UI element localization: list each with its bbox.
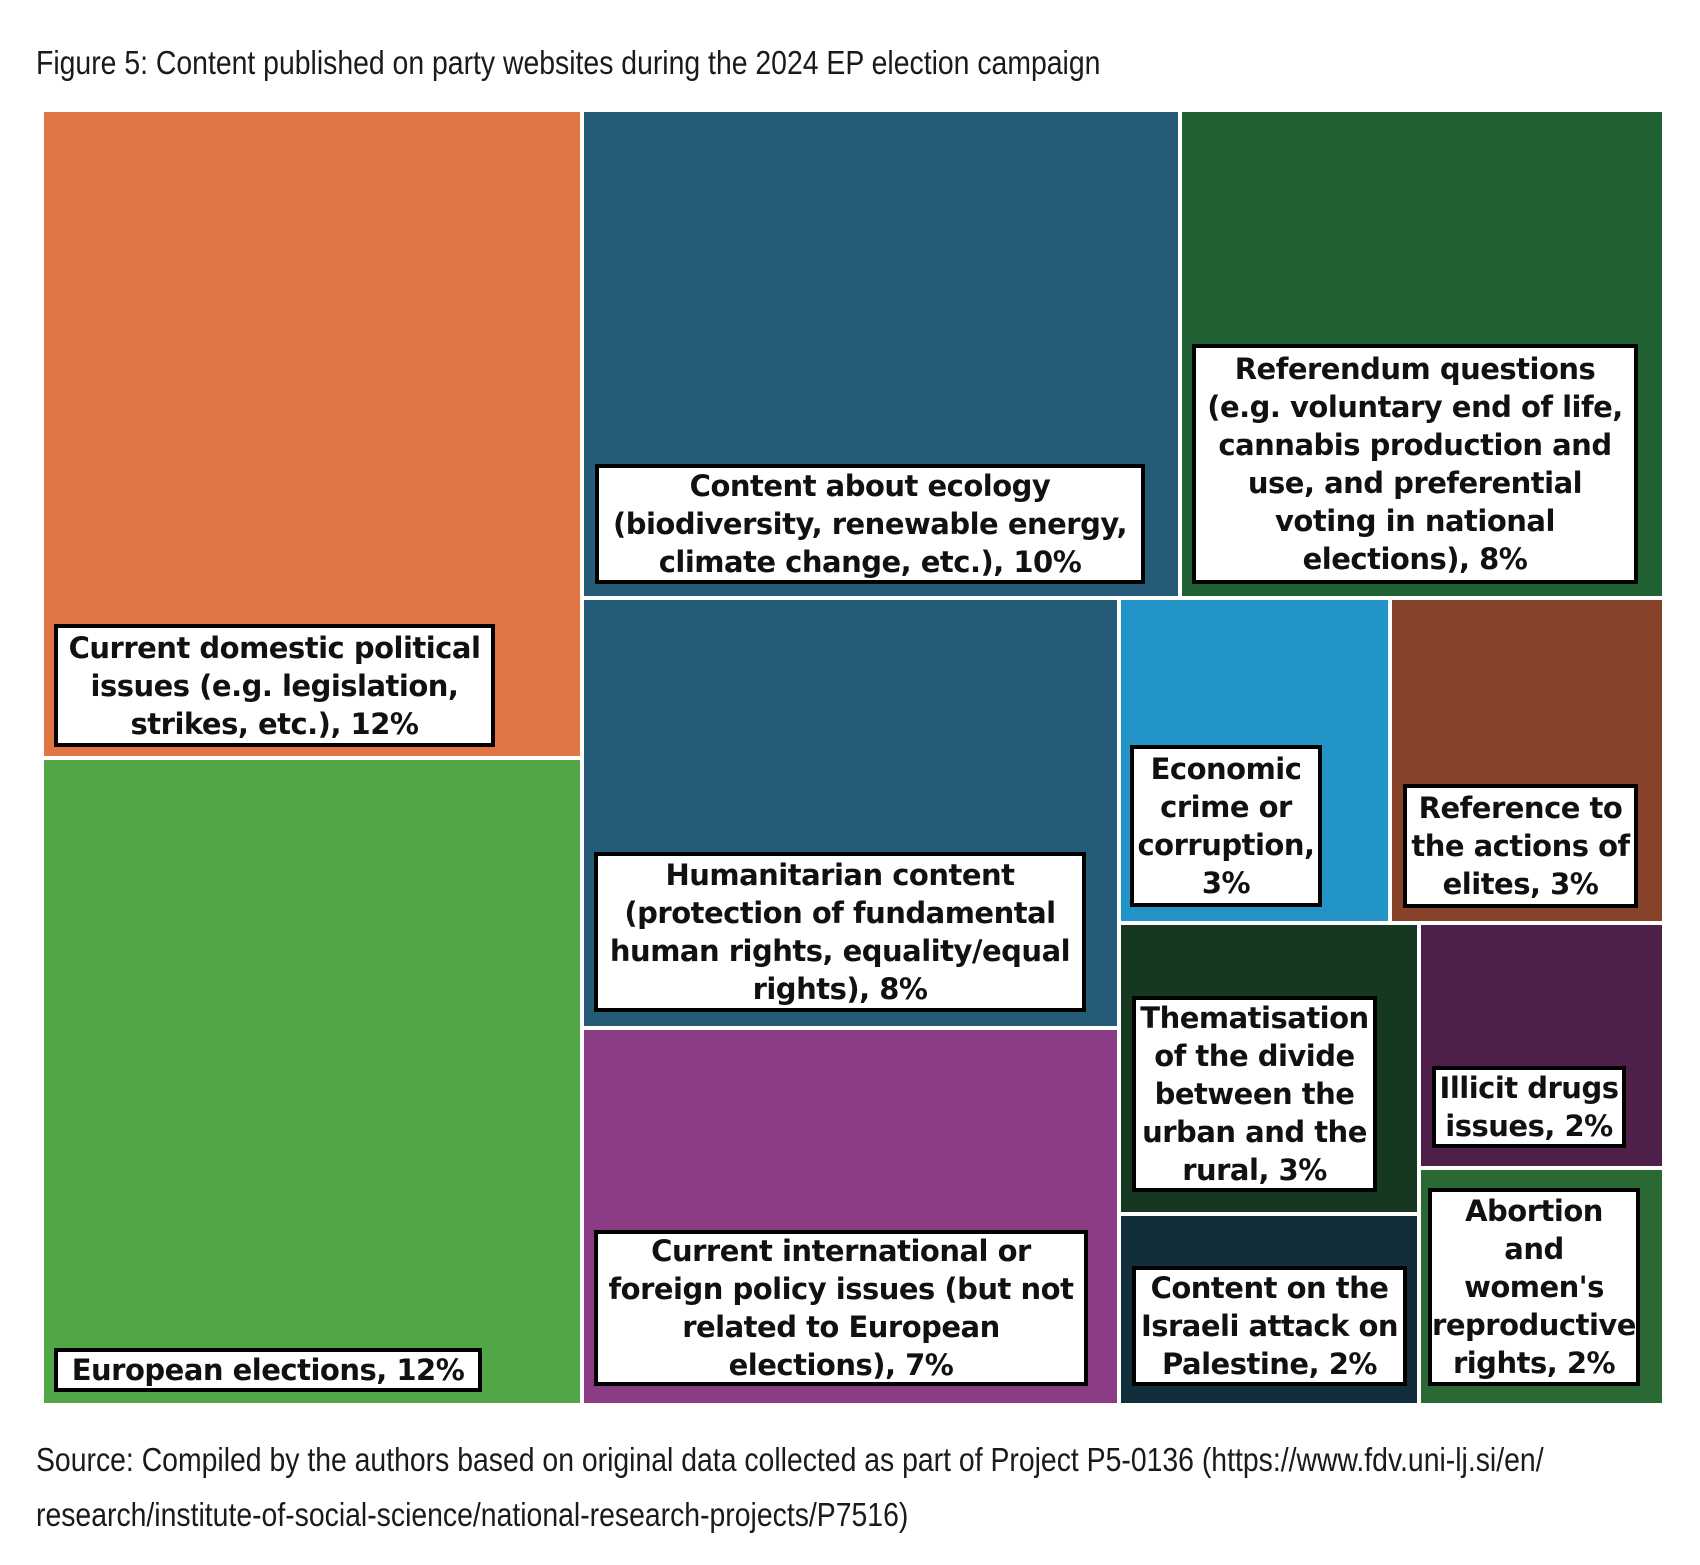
figure-title: Figure 5: Content published on party web…: [36, 44, 1101, 81]
label-elites: Reference to the actions of elites, 3%: [1403, 784, 1638, 908]
label-international: Current international or foreign policy …: [594, 1230, 1088, 1386]
label-humanitarian: Humanitarian content (protection of fund…: [594, 852, 1086, 1012]
label-economic-crime: Economic crime or corruption, 3%: [1130, 745, 1322, 907]
source-line-2: research/institute-of-social-science/nat…: [36, 1496, 909, 1533]
source-note: Source: Compiled by the authors based on…: [36, 1435, 1544, 1545]
label-abortion: Abortion and women's reproductive rights…: [1428, 1188, 1640, 1386]
label-israeli-attack: Content on the Israeli attack on Palesti…: [1132, 1266, 1407, 1386]
label-ecology: Content about ecology (biodiversity, ren…: [595, 464, 1145, 584]
label-referendum: Referendum questions (e.g. voluntary end…: [1192, 344, 1638, 584]
tile-european-elections: [42, 756, 584, 1405]
label-current-domestic: Current domestic political issues (e.g. …: [54, 624, 495, 747]
label-illicit-drugs: Illicit drugs issues, 2%: [1432, 1066, 1626, 1148]
treemap-chart: [42, 110, 1664, 1405]
source-line-1: Source: Compiled by the authors based on…: [36, 1441, 1544, 1478]
label-urban-rural: Thematisation of the divide between the …: [1132, 996, 1377, 1192]
label-european-elections: European elections, 12%: [54, 1348, 482, 1392]
